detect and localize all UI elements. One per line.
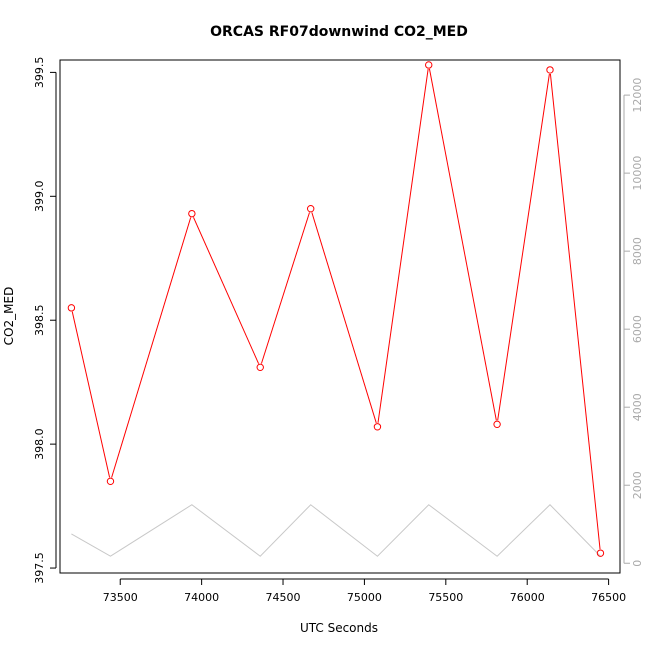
y-tick-label: 399.5 (33, 57, 46, 89)
data-point (373, 423, 382, 431)
data-point (546, 66, 554, 74)
series-line-segment (377, 68, 429, 423)
right-y-axis: 0 2000 4000 6000 8000 10000 12000 (623, 78, 644, 567)
x-tick-label: 74500 (266, 591, 301, 604)
x-axis-label: UTC Seconds (300, 621, 378, 635)
x-tick-label: 76500 (591, 591, 626, 604)
series-line-segment (111, 217, 192, 478)
right-y-tick-label: 10000 (631, 156, 644, 191)
series-line-segment (428, 68, 497, 421)
y-tick-label: 398.5 (33, 304, 46, 336)
x-tick-label: 74000 (184, 591, 219, 604)
right-y-tick-label: 4000 (631, 393, 644, 421)
x-tick-label: 76000 (510, 591, 545, 604)
data-point (425, 61, 433, 69)
data-point (493, 420, 501, 429)
data-point (596, 549, 605, 557)
data-point (306, 204, 315, 213)
x-axis: 73500 74000 74500 75000 75500 76000 76500 (103, 578, 626, 604)
series-line-segment (549, 73, 601, 550)
y-tick-label: 398.0 (33, 428, 46, 460)
right-y-tick-label: 6000 (631, 315, 644, 343)
secondary-series-line (71, 504, 601, 557)
plot-frame (59, 59, 621, 574)
series-line-segment (193, 217, 260, 364)
series-line-segment (71, 311, 111, 478)
y-axis-label: CO2_MED (2, 287, 16, 346)
y-tick-label: 399.0 (33, 181, 46, 213)
chart-title: ORCAS RF07downwind CO2_MED (210, 24, 468, 40)
right-y-tick-label: 8000 (631, 237, 644, 265)
x-tick-label: 73500 (103, 591, 138, 604)
right-y-tick-label: 2000 (631, 471, 644, 499)
data-point (188, 209, 196, 218)
data-point (67, 304, 76, 312)
x-tick-label: 75500 (428, 591, 463, 604)
series-line-segment (311, 212, 377, 424)
y-tick-label: 397.5 (33, 552, 46, 584)
right-y-tick-label: 0 (631, 560, 644, 567)
series-line-segment (260, 212, 310, 364)
data-point (106, 477, 115, 486)
series-layer (67, 61, 605, 557)
y-axis: 397.5 398.0 398.5 399.0 399.5 (33, 57, 57, 584)
x-tick-label: 75000 (347, 591, 382, 604)
data-point (256, 363, 264, 372)
right-y-tick-label: 12000 (631, 78, 644, 113)
series-line-segment (497, 73, 550, 421)
